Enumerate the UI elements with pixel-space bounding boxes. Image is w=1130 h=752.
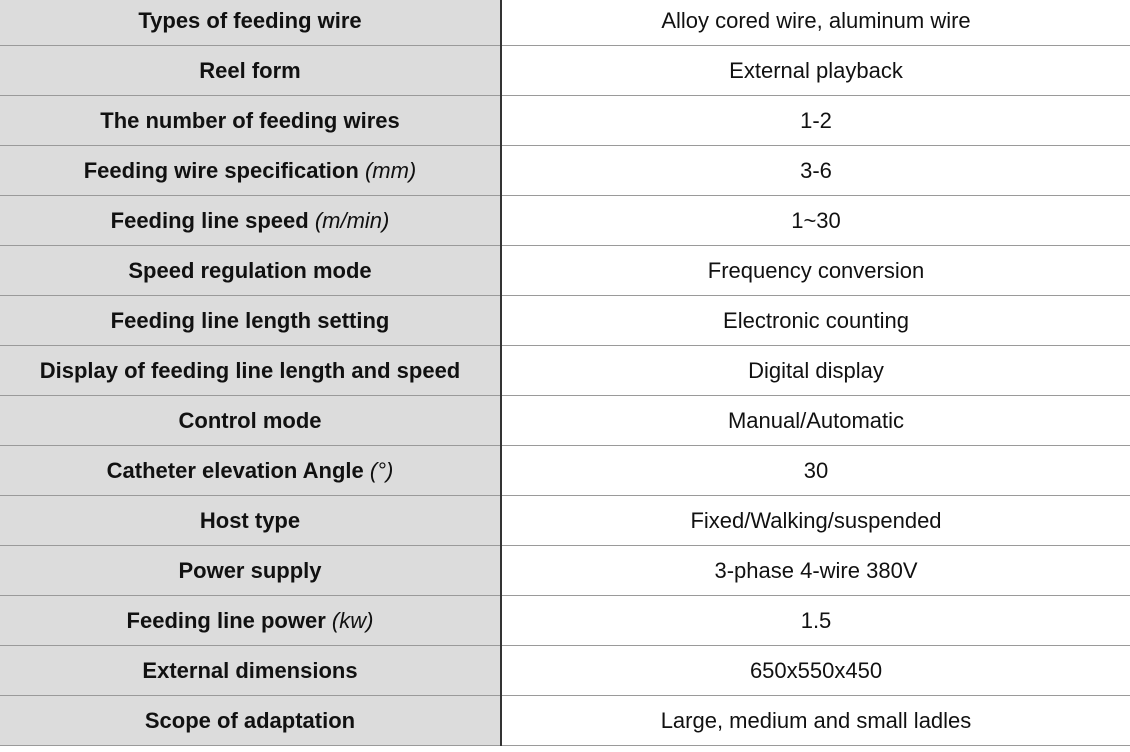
spec-label-text: Display of feeding line length and speed xyxy=(39,357,461,383)
spec-value: Electronic counting xyxy=(501,295,1130,346)
spec-label-text: Feeding line length setting xyxy=(110,307,390,333)
spec-label: The number of feeding wires xyxy=(0,95,502,146)
spec-value: Manual/Automatic xyxy=(501,395,1130,446)
table-row: Reel form External playback xyxy=(0,45,1130,96)
spec-label-text: Feeding wire specification xyxy=(83,157,359,183)
table-row: Scope of adaptation Large, medium and sma… xyxy=(0,695,1130,746)
spec-value: Alloy cored wire, aluminum wire xyxy=(501,0,1130,46)
table-row: The number of feeding wires 1-2 xyxy=(0,95,1130,146)
spec-value: 3-6 xyxy=(501,145,1130,196)
spec-label-text: Types of feeding wire xyxy=(138,7,362,33)
spec-label-text: External dimensions xyxy=(142,657,358,683)
spec-label: Control mode xyxy=(0,395,502,446)
spec-label-text: Feeding line speed xyxy=(110,207,309,233)
table-row: Types of feeding wire Alloy cored wire, a… xyxy=(0,0,1130,46)
spec-label-text: Scope of adaptation xyxy=(144,707,356,733)
spec-label-text: Catheter elevation Angle xyxy=(106,457,364,483)
table-row: Speed regulation mode Frequency conversio… xyxy=(0,245,1130,296)
spec-label: External dimensions xyxy=(0,645,502,696)
spec-label: Feeding line length setting xyxy=(0,295,502,346)
spec-value: Digital display xyxy=(501,345,1130,396)
spec-label: Power supply xyxy=(0,545,502,596)
spec-value: 650x550x450 xyxy=(501,645,1130,696)
table-row: Host type Fixed/Walking/suspended xyxy=(0,495,1130,546)
spec-label: Host type xyxy=(0,495,502,546)
spec-label-text: The number of feeding wires xyxy=(100,107,400,133)
spec-value: Large, medium and small ladles xyxy=(501,695,1130,746)
table-row: Feeding wire specification (mm) 3-6 xyxy=(0,145,1130,196)
spec-unit: (mm) xyxy=(364,157,417,183)
table-row: Feeding line length setting Electronic co… xyxy=(0,295,1130,346)
spec-label-text: Feeding line power xyxy=(126,607,326,633)
spec-value: 1.5 xyxy=(501,595,1130,646)
spec-label: Speed regulation mode xyxy=(0,245,502,296)
spec-label: Catheter elevation Angle (°) xyxy=(0,445,502,496)
spec-label: Types of feeding wire xyxy=(0,0,502,46)
spec-label-text: Host type xyxy=(199,507,301,533)
spec-unit: (m/min) xyxy=(314,207,390,233)
table-row: Feeding line speed (m/min) 1~30 xyxy=(0,195,1130,246)
spec-value: 30 xyxy=(501,445,1130,496)
table-row: External dimensions 650x550x450 xyxy=(0,645,1130,696)
table-row: Control mode Manual/Automatic xyxy=(0,395,1130,446)
spec-label: Feeding line speed (m/min) xyxy=(0,195,502,246)
spec-label: Feeding line power (kw) xyxy=(0,595,502,646)
spec-label-text: Speed regulation mode xyxy=(128,257,372,283)
spec-label: Feeding wire specification (mm) xyxy=(0,145,502,196)
table-row: Power supply 3-phase 4-wire 380V xyxy=(0,545,1130,596)
spec-unit: (°) xyxy=(369,457,394,483)
spec-value: External playback xyxy=(501,45,1130,96)
spec-value: Fixed/Walking/suspended xyxy=(501,495,1130,546)
spec-label-text: Reel form xyxy=(199,57,301,83)
spec-label-text: Power supply xyxy=(178,557,322,583)
table-row: Feeding line power (kw) 1.5 xyxy=(0,595,1130,646)
table-row: Catheter elevation Angle (°) 30 xyxy=(0,445,1130,496)
spec-value: Frequency conversion xyxy=(501,245,1130,296)
spec-value: 3-phase 4-wire 380V xyxy=(501,545,1130,596)
spec-label: Reel form xyxy=(0,45,502,96)
spec-value: 1~30 xyxy=(501,195,1130,246)
spec-label: Scope of adaptation xyxy=(0,695,502,746)
spec-unit: (kw) xyxy=(331,607,374,633)
spec-value: 1-2 xyxy=(501,95,1130,146)
spec-label-text: Control mode xyxy=(178,407,322,433)
table-row: Display of feeding line length and speed… xyxy=(0,345,1130,396)
spec-label: Display of feeding line length and speed xyxy=(0,345,502,396)
